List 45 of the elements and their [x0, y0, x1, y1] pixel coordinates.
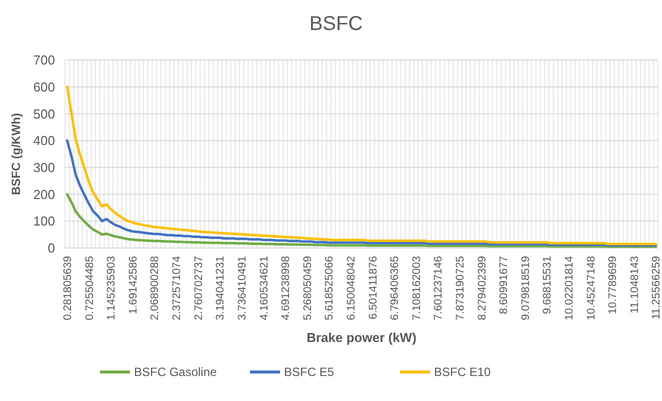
x-tick-label: 4.691238998	[280, 256, 292, 320]
legend-label: BSFC Gasoline	[134, 365, 218, 380]
x-tick-label: 1.69142586	[127, 256, 140, 314]
y-tick-label: 400	[33, 133, 55, 148]
line-series	[66, 86, 658, 246]
x-tick-label: 10.7789699	[607, 256, 620, 314]
x-tick-label: 8.279402399	[476, 256, 488, 320]
line-series	[66, 193, 658, 248]
x-tick-label: 9.68815531	[542, 256, 554, 314]
x-tick-label: 1.145235903	[106, 256, 118, 320]
y-axis-title: BSFC (g/KWh)	[9, 113, 23, 195]
x-tick-label: 10.45247148	[585, 256, 598, 320]
x-tick-label: 7.601237146	[432, 256, 445, 320]
y-tick-label: 100	[33, 214, 55, 229]
y-tick-label: 200	[33, 186, 55, 202]
x-tick-label: 6.501411876	[367, 256, 380, 320]
x-tick-label: 0.281805639	[62, 256, 74, 320]
y-tick-label: 700	[33, 52, 55, 68]
x-tick-label: 7.108162003	[410, 256, 423, 320]
x-tick-label: 2.372571074	[171, 256, 184, 320]
x-tick-label: 2.068900288	[149, 256, 162, 320]
x-tick-label: 4.160534621	[258, 256, 270, 320]
chart-title: BSFC	[309, 13, 363, 35]
y-tick-label: 500	[33, 106, 55, 122]
x-tick-label: 6.796406365	[389, 256, 402, 320]
x-tick-label: 9.079818519	[520, 256, 532, 320]
x-tick-label: 3.194041231	[214, 256, 227, 320]
x-tick-label: 10.02201814	[563, 256, 576, 320]
x-tick-label: 2.760702737	[192, 256, 205, 320]
x-tick-label: 6.150048042	[345, 256, 358, 320]
legend-label: BSFC E5	[284, 365, 334, 380]
x-tick-label: 5.618525066	[324, 256, 336, 320]
x-tick-label: 0.725504485	[84, 256, 96, 320]
x-axis-title: Brake power (kW)	[306, 330, 416, 345]
x-tick-label: 5.268050459	[302, 256, 314, 320]
y-tick-label: 0	[48, 240, 55, 256]
x-tick-label: 8.60991677	[498, 256, 510, 314]
x-tick-label: 11.1048143	[628, 256, 641, 314]
y-tick-label: 300	[33, 160, 55, 175]
legend-label: BSFC E10	[434, 365, 492, 380]
x-tick-label: 7.873190725	[454, 256, 466, 320]
y-tick-label: 600	[33, 79, 55, 94]
x-tick-label: 3.736410491	[236, 256, 248, 320]
x-tick-label: 11.25566259	[650, 256, 662, 320]
line-series	[66, 139, 658, 247]
